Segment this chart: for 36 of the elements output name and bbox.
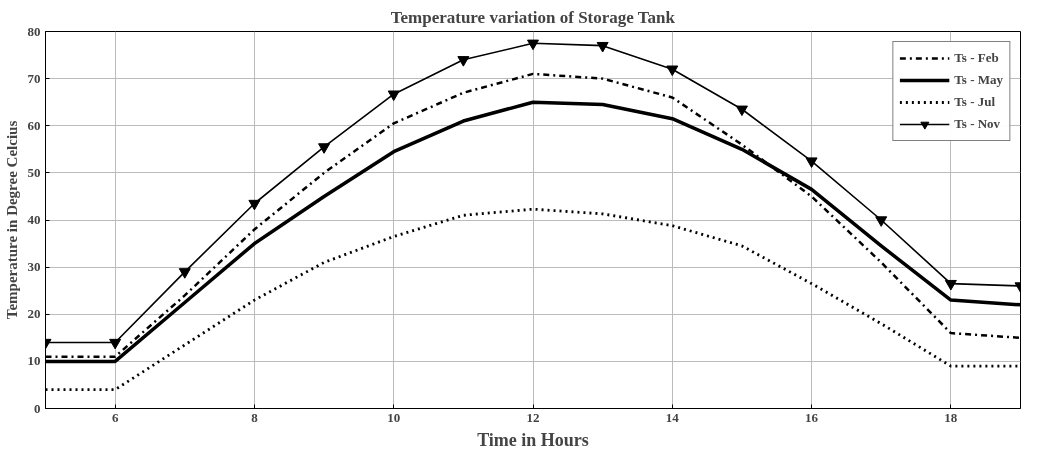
y-tick-label: 20 — [27, 306, 41, 322]
x-axis-title: Time in Hours — [477, 429, 589, 450]
x-tick-label: 16 — [805, 409, 819, 425]
point — [666, 65, 679, 77]
x-tick-label: 8 — [251, 409, 259, 425]
y-tick-label: 60 — [27, 117, 41, 133]
legend-label: Ts - Feb — [954, 50, 999, 66]
y-tick-label: 30 — [27, 259, 41, 275]
x-tick-label: 10 — [387, 409, 401, 425]
y-tick-label: 80 — [27, 23, 41, 39]
point — [387, 90, 400, 102]
x-tick-label: 12 — [526, 409, 540, 425]
legend-label: Ts - Nov — [954, 116, 1001, 132]
legend-label: Ts - Jul — [954, 94, 996, 110]
x-tick-label: 18 — [944, 409, 958, 425]
y-tick-label: 0 — [34, 400, 41, 416]
y-tick-label: 40 — [27, 212, 41, 227]
x-tick-label: 6 — [111, 409, 119, 425]
point — [178, 268, 191, 279]
point — [109, 338, 122, 350]
legend-label: Ts - May — [954, 72, 1003, 88]
y-tick-label: 50 — [27, 164, 41, 180]
y-tick-label: 70 — [27, 70, 41, 86]
chart-title: Temperature variation of Storage Tank — [390, 7, 676, 27]
point — [457, 56, 470, 67]
y-axis-title: Temperature in Degree Celcius — [3, 120, 20, 320]
point — [805, 157, 818, 168]
point — [944, 279, 957, 291]
x-tick-label: 14 — [665, 409, 680, 425]
point — [248, 199, 261, 211]
point — [735, 105, 748, 117]
point — [527, 39, 539, 51]
point — [596, 41, 609, 53]
y-tick-label: 10 — [27, 353, 41, 369]
point — [318, 143, 331, 154]
point — [875, 216, 888, 227]
